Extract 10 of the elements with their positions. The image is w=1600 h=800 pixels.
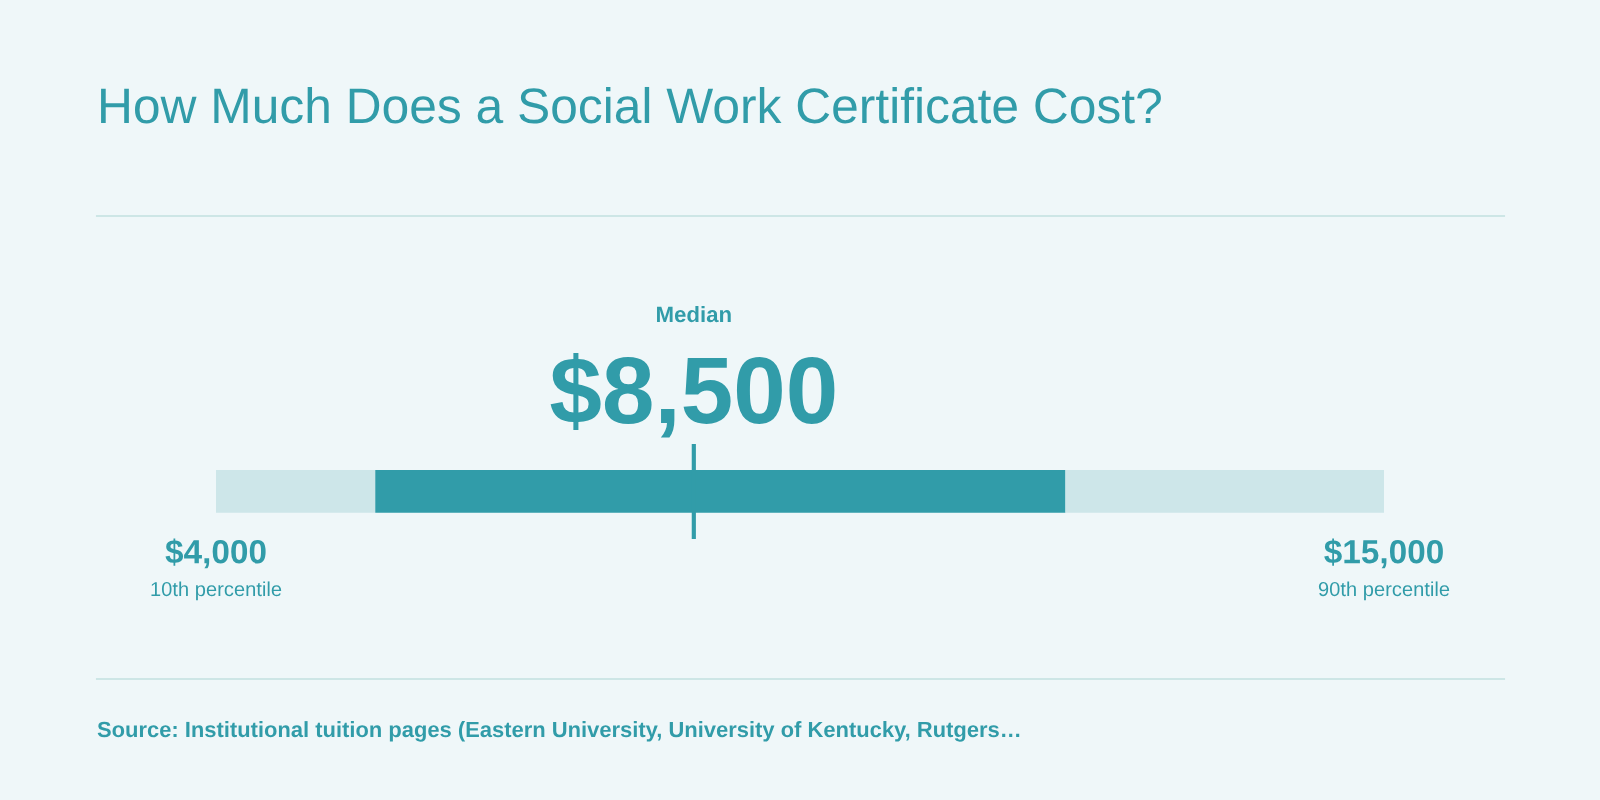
source-note: Source: Institutional tuition pages (Eastern University, University of Kentucky, Rutgers… bbox=[97, 721, 1020, 742]
x-tick-label: $4,000 bbox=[165, 538, 266, 569]
bar bbox=[216, 470, 376, 513]
chart-title: How Much Does a Social Work Certificate Cost? bbox=[101, 86, 1161, 124]
annotation: 10th percentile bbox=[151, 581, 282, 601]
ref-line-label: Median bbox=[657, 305, 731, 323]
bar bbox=[1065, 470, 1384, 513]
annotation: 90th percentile bbox=[1318, 581, 1450, 601]
text: $8,500 bbox=[550, 352, 835, 438]
x-tick-label: $15,000 bbox=[1324, 538, 1443, 569]
